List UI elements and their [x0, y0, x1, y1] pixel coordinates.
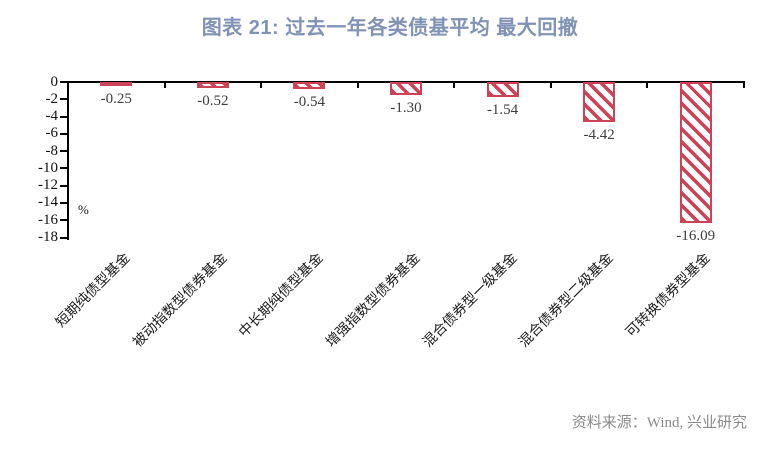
bar-value-label: -0.52 [197, 93, 229, 110]
y-axis-tick-label: -2 [45, 90, 59, 107]
bar-value-label: -4.42 [583, 127, 615, 144]
y-axis-tick [60, 150, 67, 153]
x-axis-tick [549, 82, 552, 88]
x-axis-category-label: 短期纯债型基金 [53, 250, 134, 331]
y-axis-tick-label: -10 [38, 159, 58, 176]
y-axis-unit-label: % [78, 202, 89, 217]
y-axis-tick [60, 115, 67, 118]
y-axis-tick [60, 236, 67, 239]
x-axis-category-label: 被动指数型债券基金 [130, 250, 231, 351]
chart-title: 图表 21: 过去一年各类债基平均 最大回撤 [201, 17, 579, 39]
x-axis-category-label: 可转换债券型基金 [623, 250, 714, 341]
y-axis-tick-label: 0 [50, 73, 59, 90]
bar [390, 82, 422, 96]
y-axis-tick-label: -18 [38, 229, 58, 245]
x-axis-category-label: 混合债券型一级基金 [420, 250, 521, 351]
x-axis-tick [453, 82, 456, 88]
y-axis-tick-label: -16 [38, 211, 58, 228]
y-axis-tick [60, 219, 67, 222]
y-axis-tick-label: -4 [45, 108, 59, 125]
bar [583, 82, 616, 123]
y-axis-tick [60, 81, 67, 83]
x-axis-tick [356, 82, 359, 88]
y-axis-tick [60, 167, 67, 170]
x-axis-tick [743, 82, 745, 88]
y-axis-tick-label: -12 [38, 177, 58, 194]
y-axis-tick [60, 98, 67, 101]
y-axis-line [67, 81, 69, 240]
x-axis-tick [163, 82, 166, 88]
y-axis-tick-label: -14 [38, 194, 58, 211]
bar-value-label: -1.54 [486, 102, 519, 119]
y-axis-tick-label: -6 [45, 125, 59, 142]
y-axis-tick [60, 201, 67, 204]
x-axis-category-label: 混合债券型二级基金 [516, 250, 617, 351]
bar-value-label: -16.09 [676, 227, 716, 244]
bar-value-label: -1.30 [390, 100, 422, 117]
bar [196, 82, 229, 89]
y-axis-tick [60, 184, 67, 187]
x-axis-tick [646, 82, 649, 88]
bar-value-label: -0.54 [293, 93, 326, 110]
bar [293, 82, 326, 89]
x-axis-tick [260, 82, 263, 88]
x-axis-category-label: 中长期纯债型基金 [237, 250, 327, 341]
x-axis-category-label: 增强指数型债券基金 [323, 250, 424, 351]
bar [679, 82, 712, 223]
y-axis-tick-label: -8 [45, 142, 59, 159]
y-axis-tick [60, 132, 67, 135]
bar [486, 82, 519, 98]
bar-value-label: -0.25 [100, 91, 132, 108]
bar [100, 82, 133, 87]
source-note: 资料来源：Wind, 兴业研究 [571, 415, 747, 431]
